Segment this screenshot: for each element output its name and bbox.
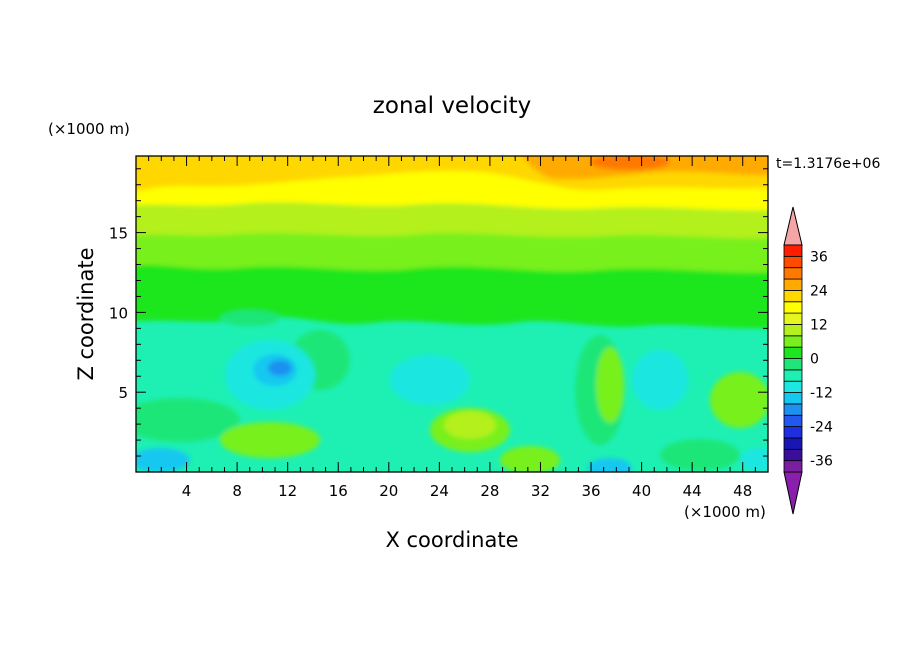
colorbar: 36 24 12 0 -12 -24 -36: [783, 206, 833, 515]
colorbar-tick-label: -36: [810, 454, 833, 470]
colorbar-tick-label: -12: [810, 386, 833, 402]
x-axis-label: X coordinate: [385, 528, 518, 552]
colorbar-segment: [783, 267, 803, 280]
y-axis-label: Z coordinate: [74, 247, 98, 380]
colorbar-segment: [783, 346, 803, 359]
y-tick-label: 5: [118, 384, 128, 402]
colorbar-segment: [783, 301, 803, 314]
colorbar-segment: [783, 289, 803, 303]
contour-patch: [390, 355, 470, 405]
x-tick-label: 16: [329, 482, 348, 500]
colorbar-tick-label: -24: [810, 420, 833, 436]
colorbar-segment: [783, 312, 803, 325]
x-axis-unit: (×1000 m): [684, 503, 766, 521]
x-axis-ticks: 4 8 12 16 20 24 28 32 36 40 44 48: [148, 156, 756, 500]
colorbar-segment: [783, 460, 803, 473]
x-tick-label: 32: [531, 482, 550, 500]
x-tick-label: 4: [182, 482, 192, 500]
colorbar-segment: [783, 369, 803, 382]
time-label: t=1.3176e+06: [776, 156, 880, 172]
x-tick-label: 28: [480, 482, 499, 500]
colorbar-tick-label: 24: [810, 283, 828, 299]
y-tick-label: 10: [109, 304, 128, 322]
contour-patch: [136, 398, 240, 442]
x-tick-label: 36: [581, 482, 600, 500]
chart-title: zonal velocity: [373, 93, 531, 119]
contour-patch: [320, 238, 400, 258]
colorbar-segment: [783, 392, 803, 405]
colorbar-segment: [783, 437, 803, 450]
contour-patch: [588, 458, 632, 472]
contour-patch: [268, 360, 292, 376]
colorbar-tick-label: 0: [810, 352, 819, 368]
colorbar-segment: [783, 403, 803, 416]
x-tick-label: 8: [232, 482, 242, 500]
colorbar-segment: [783, 335, 803, 348]
colorbar-over-arrow: [783, 206, 803, 246]
contour-patch: [660, 439, 740, 471]
velocity-field: [136, 156, 768, 472]
y-axis-unit: (×1000 m): [48, 120, 130, 138]
colorbar-tick-label: 12: [810, 317, 828, 333]
colorbar-segment: [783, 244, 803, 257]
colorbar-segment: [783, 324, 803, 337]
x-tick-label: 20: [379, 482, 398, 500]
y-tick-label: 15: [109, 225, 128, 243]
contour-patch: [220, 422, 320, 458]
contour-patch: [740, 448, 768, 472]
contour-patch: [220, 310, 280, 326]
contour-patch: [632, 350, 688, 410]
colorbar-segment: [783, 448, 803, 462]
colorbar-segment: [783, 255, 803, 269]
contour-patch: [590, 156, 670, 170]
colorbar-segment: [783, 426, 803, 439]
x-tick-label: 44: [683, 482, 702, 500]
x-tick-label: 12: [278, 482, 297, 500]
colorbar-segment: [783, 358, 803, 371]
x-tick-label: 48: [733, 482, 752, 500]
x-tick-label: 40: [632, 482, 651, 500]
y-axis-ticks: 5 10 15: [109, 168, 768, 457]
colorbar-segment: [783, 278, 803, 291]
colorbar-tick-label: 36: [810, 249, 828, 265]
contour-patch: [500, 446, 560, 472]
contour-patch: [136, 448, 190, 472]
colorbar-segment: [783, 414, 803, 428]
contour-patch: [444, 411, 496, 439]
contour-patch: [596, 347, 624, 423]
colorbar-under-arrow: [783, 471, 803, 515]
x-tick-label: 24: [430, 482, 449, 500]
contour-patch: [710, 372, 768, 428]
colorbar-segment: [783, 380, 803, 393]
